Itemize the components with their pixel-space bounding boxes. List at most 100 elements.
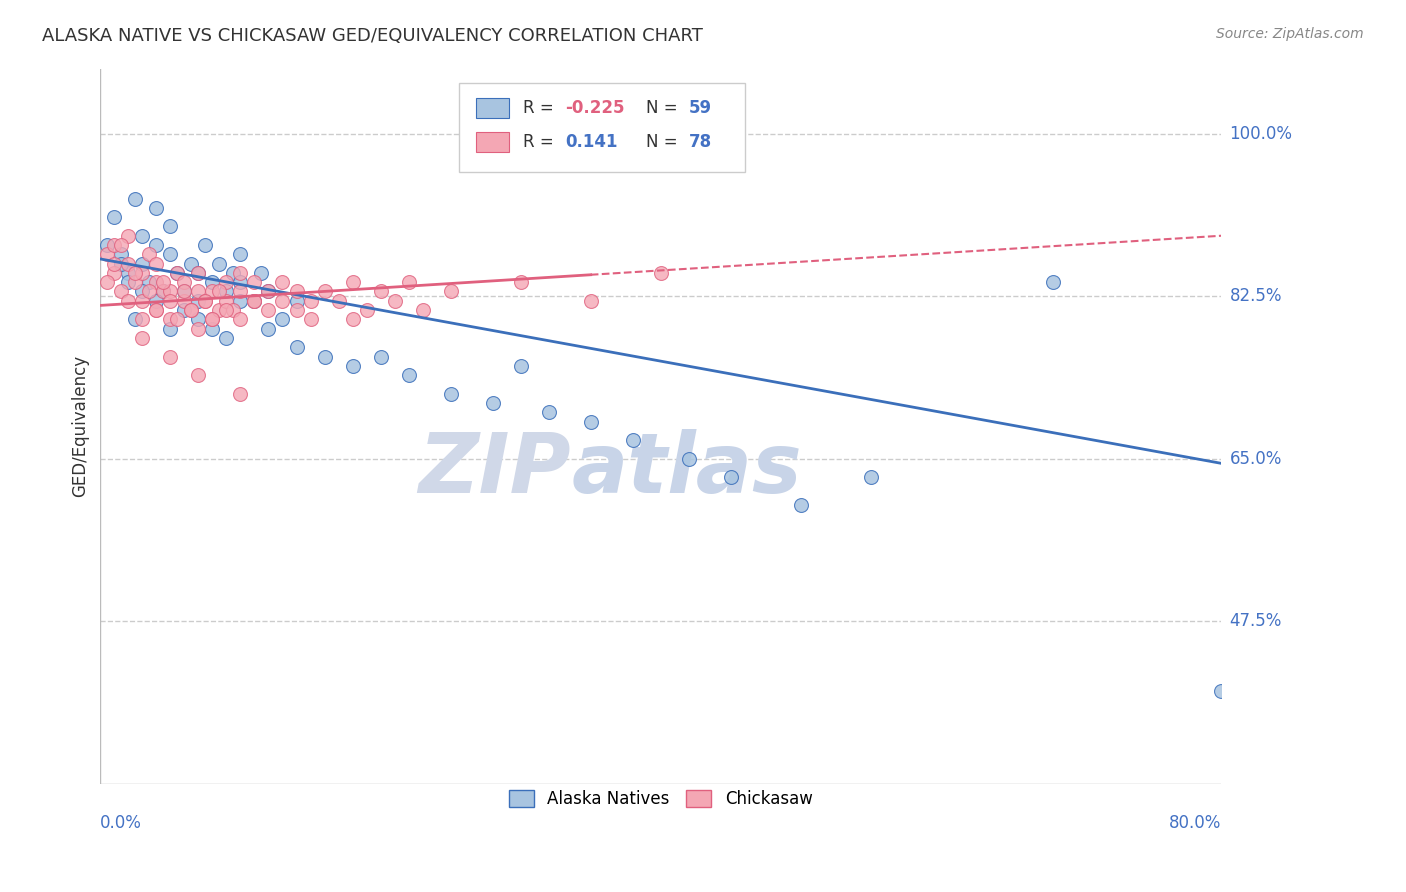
Point: [152, 285, 174, 299]
Text: -0.225: -0.225: [565, 99, 626, 117]
Bar: [475, 132, 509, 153]
Point: [145, 257, 167, 271]
Point: [299, 312, 322, 326]
Text: ALASKA NATIVE VS CHICKASAW GED/EQUIVALENCY CORRELATION CHART: ALASKA NATIVE VS CHICKASAW GED/EQUIVALEN…: [42, 27, 703, 45]
Text: N =: N =: [647, 99, 683, 117]
Point: [229, 247, 252, 261]
Point: [152, 275, 174, 289]
Point: [145, 201, 167, 215]
Point: [145, 303, 167, 318]
Point: [180, 303, 202, 318]
Point: [131, 312, 153, 326]
Point: [285, 340, 308, 354]
Point: [215, 293, 238, 308]
Point: [117, 293, 139, 308]
Point: [201, 321, 224, 335]
Point: [384, 293, 406, 308]
Point: [370, 285, 392, 299]
Point: [215, 275, 238, 289]
Point: [145, 303, 167, 318]
Point: [509, 359, 531, 373]
Point: [166, 312, 188, 326]
Text: 0.141: 0.141: [565, 133, 619, 152]
Point: [229, 386, 252, 401]
Point: [187, 312, 209, 326]
Point: [187, 293, 209, 308]
Point: [159, 350, 181, 364]
Point: [229, 285, 252, 299]
Point: [579, 415, 602, 429]
Point: [124, 192, 146, 206]
Point: [173, 293, 195, 308]
Point: [440, 386, 463, 401]
Point: [117, 228, 139, 243]
Point: [342, 275, 364, 289]
Point: [124, 266, 146, 280]
Point: [299, 293, 322, 308]
Point: [117, 275, 139, 289]
Point: [103, 210, 125, 224]
FancyBboxPatch shape: [458, 83, 745, 172]
Point: [243, 275, 266, 289]
Point: [243, 293, 266, 308]
Text: atlas: atlas: [571, 428, 801, 509]
Point: [271, 293, 294, 308]
Point: [1211, 684, 1233, 698]
Point: [187, 266, 209, 280]
Point: [110, 247, 132, 261]
Point: [138, 285, 160, 299]
Point: [187, 368, 209, 383]
Point: [194, 293, 217, 308]
Text: Source: ZipAtlas.com: Source: ZipAtlas.com: [1216, 27, 1364, 41]
Text: N =: N =: [647, 133, 683, 152]
Point: [398, 368, 420, 383]
Point: [173, 285, 195, 299]
Point: [103, 257, 125, 271]
Point: [96, 238, 118, 252]
Point: [187, 285, 209, 299]
Point: [159, 312, 181, 326]
Point: [110, 285, 132, 299]
Point: [145, 275, 167, 289]
Point: [537, 405, 560, 419]
Text: R =: R =: [523, 99, 560, 117]
Point: [152, 285, 174, 299]
Point: [124, 275, 146, 289]
Point: [103, 238, 125, 252]
Point: [356, 303, 378, 318]
Text: 65.0%: 65.0%: [1230, 450, 1282, 467]
Point: [257, 321, 280, 335]
Point: [314, 350, 336, 364]
Point: [440, 285, 463, 299]
Point: [257, 285, 280, 299]
Point: [314, 285, 336, 299]
Point: [110, 238, 132, 252]
Text: 47.5%: 47.5%: [1230, 612, 1282, 631]
Point: [271, 312, 294, 326]
Point: [145, 238, 167, 252]
Point: [342, 359, 364, 373]
Legend: Alaska Natives, Chickasaw: Alaska Natives, Chickasaw: [502, 783, 820, 815]
Text: 100.0%: 100.0%: [1230, 125, 1292, 143]
Text: 80.0%: 80.0%: [1168, 814, 1222, 832]
Point: [342, 312, 364, 326]
Point: [138, 247, 160, 261]
Point: [103, 266, 125, 280]
Y-axis label: GED/Equivalency: GED/Equivalency: [72, 355, 89, 497]
Point: [187, 321, 209, 335]
Point: [208, 257, 231, 271]
Point: [159, 321, 181, 335]
Point: [131, 285, 153, 299]
Point: [285, 293, 308, 308]
Point: [138, 275, 160, 289]
Point: [398, 275, 420, 289]
Point: [194, 238, 217, 252]
Point: [187, 266, 209, 280]
Text: 0.0%: 0.0%: [100, 814, 142, 832]
Point: [166, 266, 188, 280]
Text: ZIP: ZIP: [419, 428, 571, 509]
Point: [650, 266, 672, 280]
Point: [579, 293, 602, 308]
Point: [215, 331, 238, 345]
Point: [180, 257, 202, 271]
